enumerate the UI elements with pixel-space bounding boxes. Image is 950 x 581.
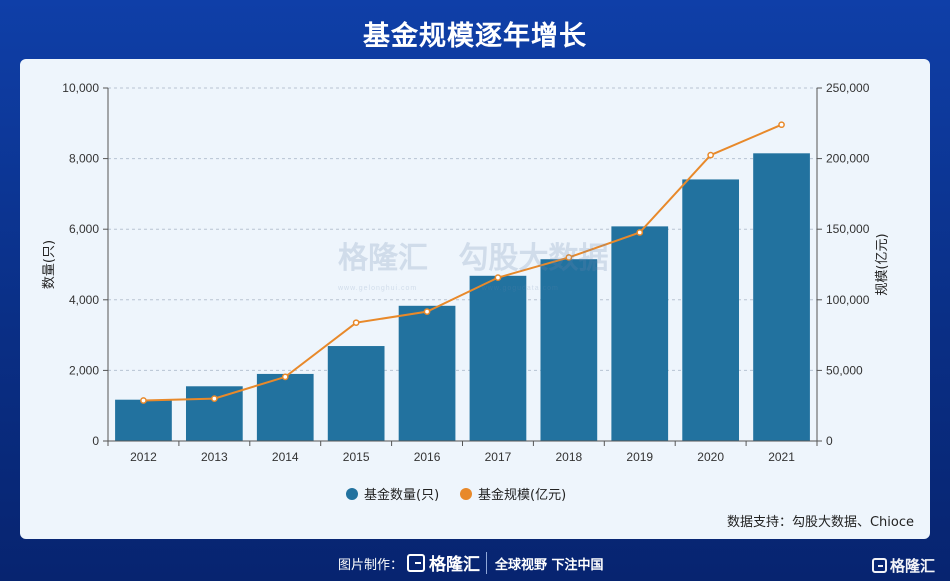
footer-slogan: 全球视野 下注中国 [495, 558, 604, 573]
scale-point-2019 [636, 229, 644, 236]
y-tick-label: 6,000 [69, 222, 99, 236]
chart-card: 0 0 2,000 50,000 4,000 100,000 6,000 150,000 8,0… [20, 59, 930, 539]
x-tick-label: 2014 [272, 450, 299, 464]
bar-series [115, 153, 810, 441]
axes [103, 87, 822, 446]
footer-made-by: 图片制作： [338, 558, 404, 573]
data-source: 数据支持：勾股大数据、Chioce [726, 515, 914, 530]
bar-2016 [398, 305, 456, 441]
y2-tick-label: 250,000 [826, 81, 870, 95]
scale-point-2015 [352, 319, 360, 327]
x-tick-label: 2013 [201, 450, 228, 464]
watermark-url-2: www.gogudata.com [481, 285, 559, 292]
y-tick-label: 4,000 [69, 293, 99, 307]
y-axis-title: 数量(只) [42, 240, 57, 289]
scale-point-2014 [281, 373, 289, 381]
footer-logo: 格隆汇 [407, 550, 480, 575]
page-title: 基金规模逐年增长 [363, 21, 587, 52]
watermark-brand-2: 勾股大数据 [458, 241, 609, 276]
bar-2021 [753, 153, 810, 441]
y-tick-label: 2,000 [69, 363, 99, 377]
scale-line [143, 123, 782, 402]
scale-point-2017 [494, 274, 502, 281]
bar-2019 [611, 226, 669, 441]
bar-2012 [115, 399, 172, 441]
line-series [140, 121, 785, 404]
x-tick-label: 2020 [697, 450, 724, 464]
y2-axis-title: 规模(亿元) [875, 233, 890, 295]
x-tick-label: 2017 [485, 450, 512, 464]
footer-divider [486, 552, 487, 574]
x-tick-label: 2021 [768, 450, 795, 464]
y2-tick-label: 50,000 [826, 363, 863, 377]
bar-2013 [185, 386, 243, 441]
scale-point-2018 [565, 254, 573, 261]
watermark-brand: 格隆汇 [338, 241, 428, 276]
watermark: 格隆汇 勾股大数据 www.gelonghui.com www.gogudata… [338, 233, 608, 295]
x-tick-label: 2016 [414, 450, 441, 464]
corner-logo-text: 格隆汇 [890, 557, 936, 575]
tick-labels: 0 0 2,000 50,000 4,000 100,000 6,000 150,000 8,0… [42, 81, 890, 464]
footer-logo-text: 格隆汇 [429, 555, 480, 575]
combo-chart: 0 0 2,000 50,000 4,000 100,000 6,000 150,000 8,0… [42, 81, 890, 503]
y2-tick-label: 0 [826, 434, 833, 448]
y2-tick-label: 100,000 [826, 293, 870, 307]
corner-logo-icon [872, 558, 887, 573]
bar-2015 [327, 346, 385, 441]
watermark-url: www.gelonghui.com [338, 285, 418, 292]
footer: 图片制作： 格隆汇 全球视野 下注中国 [0, 545, 950, 581]
brand-logo-icon [407, 553, 425, 572]
legend-swatch-count [346, 488, 358, 500]
scale-point-2021 [778, 121, 785, 129]
x-tick-label: 2015 [343, 450, 370, 464]
scale-point-2020 [707, 151, 715, 159]
scale-point-2016 [423, 308, 431, 316]
x-tick-label: 2019 [626, 450, 653, 464]
y2-tick-label: 200,000 [826, 152, 870, 166]
scale-point-2013 [211, 395, 218, 402]
y-tick-label: 0 [92, 434, 99, 448]
corner-logo: 格隆汇 [872, 555, 935, 576]
bar-2014 [256, 373, 314, 441]
y-tick-label: 10,000 [62, 81, 99, 95]
y-tick-label: 8,000 [69, 152, 99, 166]
x-tick-label: 2012 [130, 450, 157, 464]
legend: 基金数量(只) 基金规模(亿元) [346, 487, 566, 503]
x-tick-label: 2018 [555, 450, 582, 464]
bar-2017 [469, 275, 527, 441]
bar-2020 [682, 179, 740, 441]
y2-tick-label: 150,000 [826, 222, 870, 236]
bar-2018 [540, 259, 598, 441]
legend-label-scale: 基金规模(亿元) [478, 487, 566, 503]
legend-label-count: 基金数量(只) [364, 487, 439, 503]
scale-point-2012 [140, 397, 147, 404]
legend-swatch-scale [460, 488, 472, 500]
